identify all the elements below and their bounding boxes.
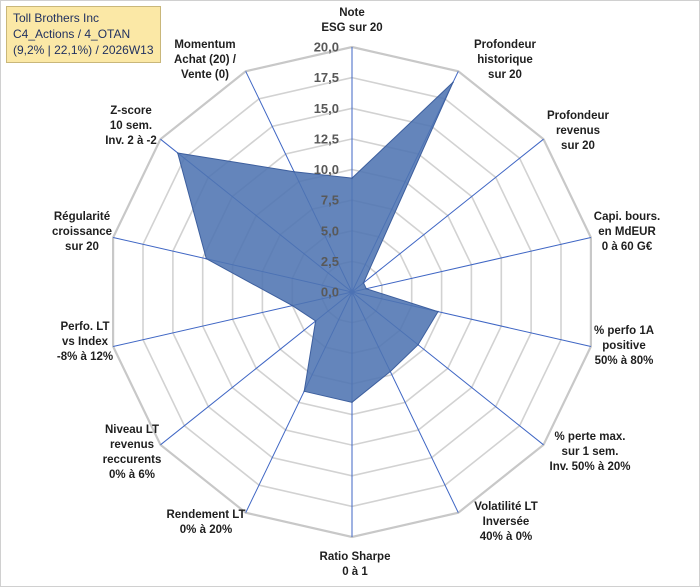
data-point — [293, 170, 295, 173]
category-label-line: revenus — [556, 125, 600, 137]
category-label-line: Perfo. LT — [61, 321, 110, 333]
category-label: Volatilité LT Inversée 40% à 0% — [474, 501, 537, 543]
data-point — [314, 320, 317, 322]
category-label-line: sur 20 — [561, 140, 595, 152]
data-point — [389, 370, 392, 373]
category-label: Perfo. LT vs Index -8% à 12% — [57, 321, 113, 363]
category-label: % perfo 1A positive 50% à 80% — [594, 325, 654, 367]
category-label-line: ESG sur 20 — [321, 22, 382, 34]
category-label-line: en MdEUR — [598, 226, 656, 238]
data-point — [205, 257, 208, 260]
data-point — [291, 304, 294, 307]
category-label-line: Inv. 2 à -2 — [105, 135, 157, 147]
category-label-line: historique — [477, 54, 533, 66]
chart-title-line2: C4_Actions / 4_OTAN — [13, 27, 131, 41]
category-label-line: Inv. 50% à 20% — [550, 461, 631, 473]
radial-tick-label: 12,5 — [314, 131, 339, 146]
category-label: Régularité croissance sur 20 — [52, 211, 112, 253]
category-label: Niveau LT revenus reccurents 0% à 6% — [103, 424, 162, 481]
data-point — [176, 152, 179, 154]
category-label-line: Capi. bours. — [594, 211, 660, 223]
data-point — [351, 177, 353, 179]
category-label-line: Ratio Sharpe — [320, 551, 391, 563]
category-label-line: 40% à 0% — [480, 531, 532, 543]
category-label-line: Régularité — [54, 211, 110, 223]
data-point — [303, 390, 306, 393]
category-label-line: Vente (0) — [181, 69, 229, 81]
category-label: Ratio Sharpe 0 à 1 — [320, 551, 391, 578]
category-label-line: 0% à 20% — [180, 524, 232, 536]
category-label: Z-score 10 sem. Inv. 2 à -2 — [105, 105, 157, 147]
category-label-line: 50% à 80% — [595, 355, 654, 367]
category-label-line: reccurents — [103, 454, 162, 466]
category-label-line: vs Index — [62, 336, 109, 348]
category-label-line: 0 à 1 — [342, 566, 368, 578]
radial-tick-label: 7,5 — [321, 193, 339, 208]
chart-title-box: Toll Brothers Inc C4_Actions / 4_OTAN (9… — [6, 6, 161, 63]
data-point — [362, 282, 365, 284]
radial-tick-label: 0,0 — [321, 285, 339, 300]
data-point — [437, 310, 439, 313]
chart-title-line1: Toll Brothers Inc — [13, 11, 100, 25]
data-point — [351, 401, 353, 404]
category-label-line: Achat (20) / — [174, 54, 237, 66]
radial-tick-label: 2,5 — [321, 254, 339, 269]
category-label: % perte max. sur 1 sem. Inv. 50% à 20% — [550, 431, 631, 473]
radial-tick-label: 5,0 — [321, 223, 339, 238]
radial-tick-label: 17,5 — [314, 70, 339, 85]
data-point — [452, 81, 454, 84]
category-labels: Note ESG sur 20 Profondeur historique sur 20… — [52, 7, 660, 578]
category-label-line: positive — [602, 340, 645, 352]
category-label: Capi. bours. en MdEUR 0 à 60 G€ — [594, 211, 660, 253]
category-label-line: Volatilité LT — [474, 501, 537, 513]
category-label: Rendement LT 0% à 20% — [166, 509, 245, 536]
category-label-line: % perte max. — [555, 431, 626, 443]
category-label: Profondeur revenus sur 20 — [547, 110, 609, 152]
category-label-line: 0 à 60 G€ — [602, 241, 653, 253]
category-label-line: Z-score — [110, 105, 152, 117]
category-label-line: Momentum — [174, 39, 235, 51]
category-label-line: sur 20 — [488, 69, 522, 81]
category-label: Momentum Achat (20) / Vente (0) — [174, 39, 237, 81]
category-label-line: % perfo 1A — [594, 325, 654, 337]
data-point — [365, 287, 368, 290]
radial-tick-label: 20,0 — [314, 40, 339, 55]
category-label-line: Profondeur — [547, 110, 609, 122]
data-point — [417, 343, 419, 346]
category-label-line: sur 20 — [65, 241, 99, 253]
category-label-line: Note — [339, 7, 365, 19]
category-label-line: 0% à 6% — [109, 469, 155, 481]
category-label-line: Niveau LT — [105, 424, 159, 436]
category-label: Note ESG sur 20 — [321, 7, 382, 34]
chart-title-line3: (9,2% | 22,1%) / 2026W13 — [13, 43, 154, 57]
category-label-line: Inversée — [483, 516, 530, 528]
radial-tick-label: 10,0 — [314, 162, 339, 177]
category-label-line: 10 sem. — [110, 120, 152, 132]
radial-tick-labels: 0,0 2,5 5,0 7,5 10,0 12,5 15,0 17,5 20,0 — [314, 40, 339, 300]
category-label-line: Rendement LT — [166, 509, 245, 521]
category-label-line: Profondeur — [474, 39, 536, 51]
category-label-line: revenus — [110, 439, 154, 451]
series-layer — [176, 81, 454, 404]
category-label-line: sur 1 sem. — [562, 446, 619, 458]
category-label: Profondeur historique sur 20 — [474, 39, 536, 81]
axis-spoke — [351, 237, 592, 293]
category-label-line: -8% à 12% — [57, 351, 113, 363]
radial-tick-label: 15,0 — [314, 101, 339, 116]
axis-spoke — [351, 138, 544, 293]
category-label-line: croissance — [52, 226, 112, 238]
